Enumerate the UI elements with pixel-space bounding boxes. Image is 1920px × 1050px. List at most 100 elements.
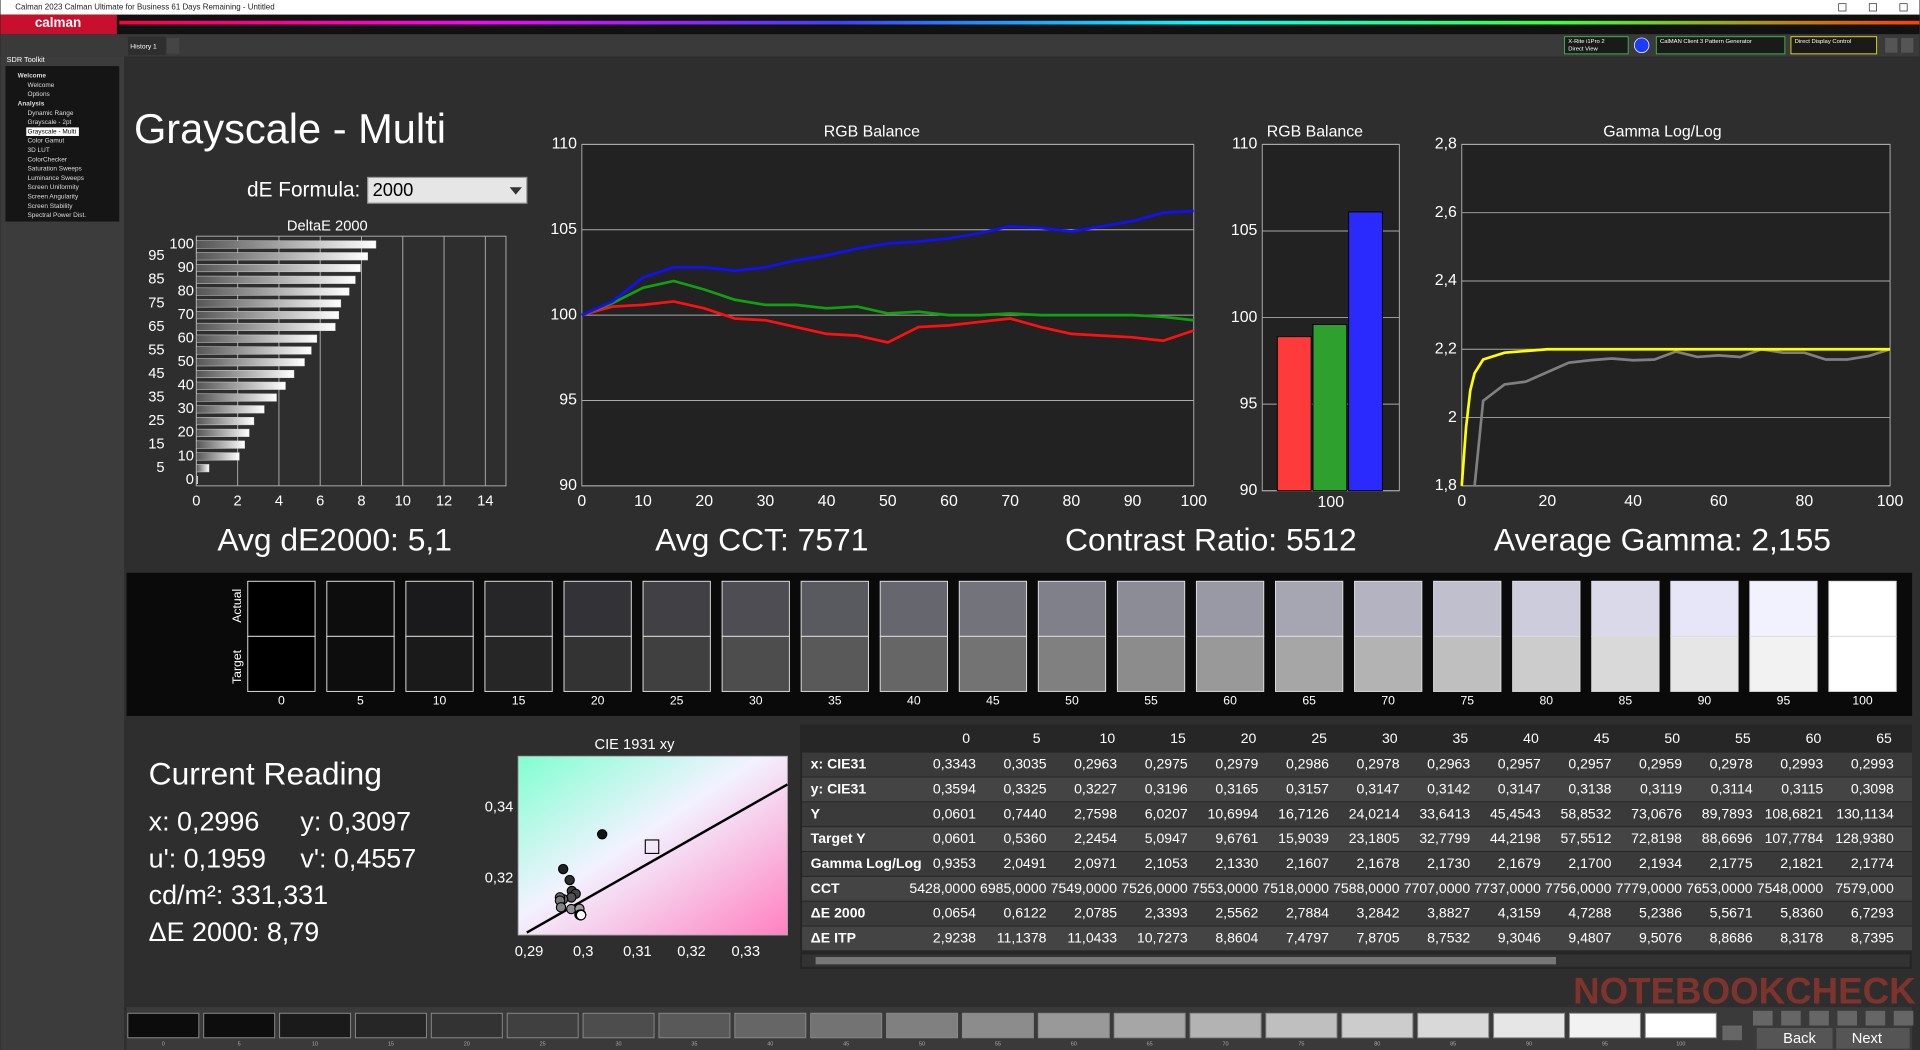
logo-box[interactable] bbox=[0, 14, 117, 35]
actual-swatch[interactable] bbox=[484, 580, 553, 637]
tree-item[interactable]: Analysis bbox=[18, 100, 45, 107]
formula-value[interactable]: 2000 bbox=[373, 179, 414, 200]
level-button-label[interactable]: 55 bbox=[995, 1041, 1001, 1047]
tree-item[interactable]: ColorChecker bbox=[27, 156, 67, 163]
target-swatch[interactable] bbox=[405, 635, 474, 692]
level-button-label[interactable]: 0 bbox=[162, 1041, 165, 1047]
actual-swatch[interactable] bbox=[1037, 580, 1107, 637]
target-swatch[interactable] bbox=[1749, 635, 1818, 692]
level-button-label[interactable]: 60 bbox=[1071, 1041, 1077, 1047]
control-icon[interactable] bbox=[1865, 1010, 1886, 1026]
tree-item[interactable]: Screen Uniformity bbox=[27, 184, 79, 191]
level-button-label[interactable]: 85 bbox=[1450, 1041, 1456, 1047]
level-button[interactable] bbox=[354, 1012, 427, 1039]
toolbar-icon[interactable] bbox=[1885, 37, 1898, 53]
level-button-label[interactable]: 50 bbox=[919, 1041, 925, 1047]
target-swatch[interactable] bbox=[1828, 635, 1897, 692]
target-swatch[interactable] bbox=[642, 635, 711, 692]
actual-swatch[interactable] bbox=[1195, 580, 1265, 637]
back-label[interactable]: Back bbox=[1783, 1031, 1816, 1047]
control-icon[interactable] bbox=[1753, 1010, 1773, 1026]
level-button-label[interactable]: 75 bbox=[1298, 1041, 1304, 1047]
level-button[interactable] bbox=[127, 1012, 200, 1039]
level-button-label[interactable]: 40 bbox=[767, 1041, 773, 1047]
actual-swatch[interactable] bbox=[1354, 580, 1423, 637]
actual-swatch[interactable] bbox=[1828, 580, 1897, 637]
back-button[interactable] bbox=[1756, 1027, 1833, 1049]
window-control[interactable] bbox=[1899, 3, 1908, 12]
level-button[interactable] bbox=[1417, 1012, 1490, 1039]
level-button-label[interactable]: 10 bbox=[312, 1041, 318, 1047]
next-label[interactable]: Next bbox=[1852, 1031, 1882, 1047]
tree-item[interactable]: Welcome bbox=[18, 73, 47, 80]
tree-item[interactable]: Screen Angularity bbox=[27, 194, 78, 201]
generator-button[interactable] bbox=[1655, 36, 1786, 55]
target-swatch[interactable] bbox=[326, 635, 395, 692]
target-swatch[interactable] bbox=[1195, 635, 1265, 692]
level-button-label[interactable]: 95 bbox=[1602, 1041, 1608, 1047]
level-button-label[interactable]: 70 bbox=[1222, 1041, 1228, 1047]
meter-button[interactable] bbox=[1564, 36, 1629, 55]
tree-item[interactable]: Options bbox=[27, 91, 49, 98]
control-icon[interactable] bbox=[1781, 1010, 1801, 1026]
tree-item[interactable]: Saturation Sweeps bbox=[27, 166, 81, 173]
control-icon[interactable] bbox=[1809, 1010, 1829, 1026]
actual-swatch[interactable] bbox=[1670, 580, 1739, 637]
actual-swatch[interactable] bbox=[563, 580, 632, 637]
actual-swatch[interactable] bbox=[1512, 580, 1581, 637]
level-button-label[interactable]: 80 bbox=[1374, 1041, 1380, 1047]
level-button[interactable] bbox=[658, 1012, 731, 1039]
level-button[interactable] bbox=[1341, 1012, 1414, 1039]
actual-swatch[interactable] bbox=[405, 580, 474, 637]
display-button[interactable] bbox=[1790, 36, 1878, 55]
target-swatch[interactable] bbox=[1116, 635, 1186, 692]
level-button[interactable] bbox=[886, 1012, 959, 1039]
actual-swatch[interactable] bbox=[642, 580, 711, 637]
level-button-label[interactable]: 65 bbox=[1147, 1041, 1153, 1047]
actual-swatch[interactable] bbox=[879, 580, 949, 637]
actual-swatch[interactable] bbox=[1433, 580, 1502, 637]
tree-item[interactable]: Welcome bbox=[27, 82, 54, 89]
level-button-label[interactable]: 35 bbox=[691, 1041, 697, 1047]
level-button[interactable] bbox=[1189, 1012, 1262, 1039]
formula-dropdown[interactable] bbox=[367, 176, 528, 204]
level-button-label[interactable]: 25 bbox=[540, 1041, 546, 1047]
level-button[interactable] bbox=[430, 1012, 503, 1039]
level-button[interactable] bbox=[1568, 1012, 1641, 1039]
tree-item[interactable]: Luminance Sweeps bbox=[27, 175, 83, 182]
level-button[interactable] bbox=[1644, 1012, 1717, 1039]
level-button[interactable] bbox=[1037, 1012, 1110, 1039]
dropdown-arrow[interactable] bbox=[509, 187, 522, 195]
target-swatch[interactable] bbox=[1512, 635, 1581, 692]
level-button[interactable] bbox=[506, 1012, 579, 1039]
control-icon[interactable] bbox=[1837, 1010, 1858, 1026]
target-swatch[interactable] bbox=[800, 635, 869, 692]
level-button-label[interactable]: 100 bbox=[1676, 1041, 1685, 1047]
actual-swatch[interactable] bbox=[958, 580, 1028, 637]
target-swatch[interactable] bbox=[1037, 635, 1107, 692]
actual-swatch[interactable] bbox=[1275, 580, 1344, 637]
tree-item[interactable]: Grayscale - 2pt bbox=[27, 119, 71, 126]
tree-item[interactable]: Dynamic Range bbox=[27, 110, 73, 117]
target-swatch[interactable] bbox=[484, 635, 553, 692]
scrollbar-thumb[interactable] bbox=[815, 956, 1556, 965]
level-button-label[interactable]: 15 bbox=[388, 1041, 394, 1047]
actual-swatch[interactable] bbox=[1116, 580, 1186, 637]
tree-item[interactable]: Screen Stability bbox=[27, 203, 73, 210]
target-swatch[interactable] bbox=[1433, 635, 1502, 692]
level-button[interactable] bbox=[1265, 1012, 1338, 1039]
target-swatch[interactable] bbox=[563, 635, 632, 692]
next-button[interactable] bbox=[1836, 1027, 1910, 1049]
level-button[interactable] bbox=[961, 1012, 1034, 1039]
control-icon[interactable] bbox=[1893, 1010, 1914, 1026]
tree-item[interactable]: Color Gamut bbox=[27, 138, 64, 145]
level-button[interactable] bbox=[1113, 1012, 1186, 1039]
actual-swatch[interactable] bbox=[247, 580, 316, 637]
actual-swatch[interactable] bbox=[1591, 580, 1660, 637]
toolbar-icon[interactable] bbox=[1901, 37, 1914, 53]
tree-item[interactable]: 3D LUT bbox=[27, 147, 49, 154]
target-swatch[interactable] bbox=[1354, 635, 1423, 692]
level-button-label[interactable]: 5 bbox=[238, 1041, 241, 1047]
level-button[interactable] bbox=[1493, 1012, 1566, 1039]
target-swatch[interactable] bbox=[1275, 635, 1344, 692]
